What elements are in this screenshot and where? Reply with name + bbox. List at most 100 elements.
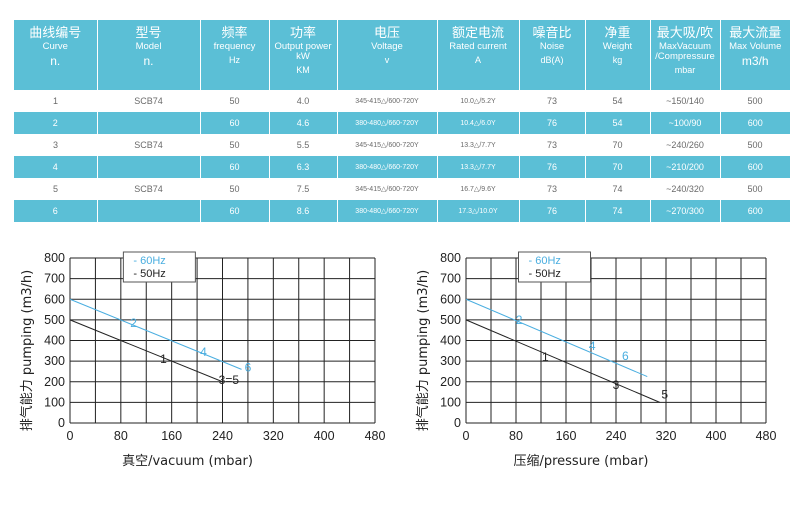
table-cell: 17.3△/10.0Y [436,200,519,222]
y-tick-label: 400 [44,334,65,348]
header-en: Curve [42,41,68,52]
header-en: Rated current [449,41,507,52]
table-cell: 4 [14,156,97,178]
table-cell: ~240/260 [666,140,704,150]
spec-table: 曲线编号 Curve n. 型号 Model n. 频率 frequency Hz 功率 Outpu… [14,20,790,222]
table-cell [96,200,200,222]
y-tick-label: 300 [440,354,461,368]
point-label: 6 [245,360,252,374]
header-zh: 净重 [604,26,631,41]
y-tick-label: 100 [44,395,65,409]
table-cell: 54 [612,96,623,106]
table-cell: 54 [584,112,650,134]
series-line [465,298,648,378]
table-cell: 74 [612,184,623,194]
table-cell: 60 [199,112,269,134]
table-header-row: 曲线编号 Curve n. 型号 Model n. 频率 frequency Hz 功率 Outpu… [14,20,790,90]
x-tick-label: 160 [161,429,182,443]
table-cell: 16.7△/9.6Y [460,186,496,193]
table-cell: 76 [518,200,585,222]
header-zh: 电压 [373,26,400,41]
table-cell: 600 [719,112,790,134]
header-unit: n. [50,54,61,68]
header-unit: A [474,55,481,65]
table-cell: 13.3△/7.7Y [436,156,519,178]
header-unit: dB(A) [540,55,564,65]
table-row: 2 60 4.6 380-480△/660-720Y 10.4△/6.0Y 76 54 ~10… [14,112,790,134]
y-axis-title: 排气能力 pumping (m3/h) [415,270,431,431]
point-label: 4 [589,339,596,353]
table-header-cell: 最大流量 Max Volume m3/h [719,20,790,90]
y-tick-label: 500 [440,313,461,327]
y-tick-label: 200 [440,375,461,389]
table-cell: ~210/200 [649,156,720,178]
header-unit: v [384,55,390,65]
table-cell: 380-480△/660-720Y [336,112,437,134]
table-body: 1 SCB74 50 4.0 345-415△/600-720Y 10.0△/5.2Y 73… [14,90,790,222]
header-en: Model [135,41,162,52]
header-unit: m3/h [741,54,769,68]
x-tick-label: 400 [314,429,335,443]
header-zh: 噪音比 [532,26,572,41]
table-cell: 60 [199,200,269,222]
point-label: 1 [160,352,167,366]
point-label: 2 [130,316,137,330]
table-cell: 500 [747,184,763,194]
header-zh: 最大流量 [729,26,782,41]
table-cell: 345-415△/600-720Y [355,186,419,193]
table-cell: 2 [14,112,97,134]
table-cell: 60 [199,156,269,178]
x-tick-label: 240 [606,429,627,443]
series-line [69,298,242,370]
table-cell: 50 [229,184,240,194]
header-unit: Hz [229,55,240,65]
table-cell: 345-415△/600-720Y [355,142,419,149]
x-axis-title: 真空/vacuum (mbar) [122,454,253,469]
table-cell: SCB74 [134,184,163,194]
point-label: 1 [542,350,549,364]
table-cell: 50 [229,140,240,150]
x-tick-label: 320 [263,429,284,443]
table-cell: 73 [546,96,557,106]
header-unit: KM [296,65,310,75]
table-cell: 6.3 [268,156,337,178]
header-zh: 频率 [221,26,248,41]
table-cell: 3 [52,140,58,150]
point-label: 5 [661,387,668,401]
y-tick-label: 800 [440,251,461,265]
header-zh: 最大吸/吹 [656,26,714,41]
point-label: 3=5 [219,373,240,387]
header-en: Noise [539,41,565,52]
x-tick-label: 400 [706,429,727,443]
y-tick-label: 500 [44,313,65,327]
table-header-cell: 净重 Weight kg [584,20,650,90]
y-tick-label: 0 [454,416,461,430]
table-cell: ~100/90 [649,112,720,134]
legend-entry: - 50Hz [133,268,165,280]
y-tick-label: 600 [440,292,461,306]
table-header-cell: 最大吸/吹 MaxVacuum /Compressure mbar [649,20,720,90]
legend-entry: - 50Hz [529,268,561,280]
y-axis-title: 排气能力 pumping (m3/h) [19,270,35,431]
table-cell: 4.0 [296,96,310,106]
y-tick-label: 600 [44,292,65,306]
header-unit: n. [143,54,154,68]
table-header-cell: 额定电流 Rated current A [436,20,519,90]
table-cell: 500 [747,140,763,150]
point-label: 4 [200,345,207,359]
table-cell: 13.3△/7.7Y [460,142,496,149]
table-row: 3 SCB74 50 5.5 345-415△/600-720Y 13.3△/7.7Y 73… [14,134,790,156]
header-zh: 型号 [135,26,162,41]
legend-entry: - 60Hz [133,255,165,267]
table-cell: 4.6 [268,112,337,134]
y-tick-label: 700 [44,272,65,286]
header-en: Output power kW [274,41,332,62]
y-tick-label: 300 [44,354,65,368]
table-cell: SCB74 [134,140,163,150]
legend-box [122,251,196,283]
series-line [69,319,223,383]
table-cell: ~150/140 [666,96,704,106]
table-header-cell: 频率 frequency Hz [199,20,269,90]
